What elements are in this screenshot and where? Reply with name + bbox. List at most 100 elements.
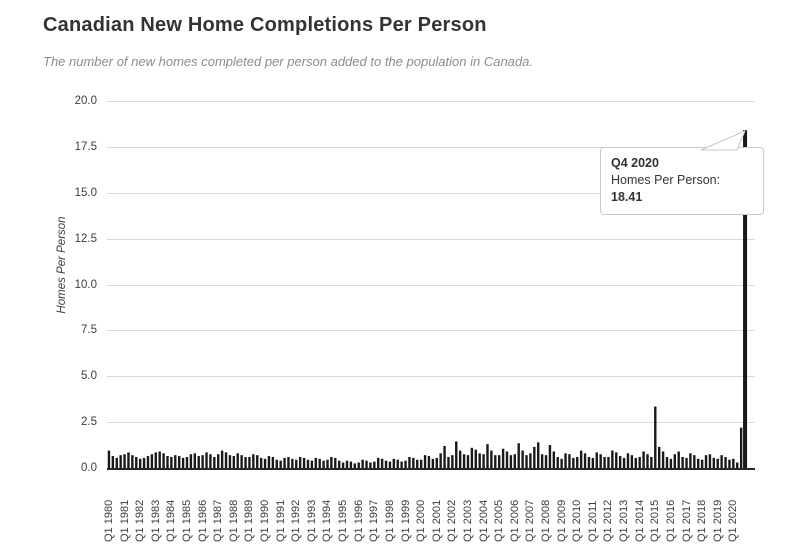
bar[interactable] [517, 443, 520, 468]
bar[interactable] [131, 455, 134, 468]
bar[interactable] [650, 456, 653, 468]
bar[interactable] [451, 455, 454, 468]
bar[interactable] [739, 427, 743, 468]
bar[interactable] [244, 456, 247, 468]
bar[interactable] [634, 457, 637, 468]
bar[interactable] [310, 460, 314, 468]
bar[interactable] [435, 457, 438, 468]
bar[interactable] [595, 452, 598, 468]
bar[interactable] [529, 453, 532, 468]
bar[interactable] [341, 462, 345, 469]
bar[interactable] [259, 457, 263, 468]
bar[interactable] [443, 445, 446, 468]
bar[interactable] [544, 455, 548, 468]
bar[interactable] [279, 460, 282, 468]
bar[interactable] [552, 451, 556, 468]
bar[interactable] [618, 456, 622, 468]
bar[interactable] [576, 456, 579, 468]
bar[interactable] [478, 453, 481, 468]
bar[interactable] [732, 458, 735, 468]
bar[interactable] [115, 457, 118, 468]
bar[interactable] [209, 454, 212, 468]
bar[interactable] [373, 461, 376, 468]
bar[interactable] [548, 445, 552, 468]
bar[interactable] [591, 457, 595, 468]
bar[interactable] [228, 455, 232, 468]
bar[interactable] [513, 454, 516, 468]
bar[interactable] [298, 456, 302, 468]
bar[interactable] [158, 451, 161, 468]
bar[interactable] [181, 457, 185, 468]
bar[interactable] [349, 461, 353, 468]
bar[interactable] [419, 459, 423, 468]
bar[interactable] [630, 455, 634, 468]
bar[interactable] [388, 461, 392, 468]
bar[interactable] [275, 459, 278, 468]
bar[interactable] [681, 456, 684, 468]
bar[interactable] [361, 459, 364, 468]
bar[interactable] [205, 452, 208, 468]
bar[interactable] [326, 459, 329, 468]
bar[interactable] [369, 462, 372, 469]
bar[interactable] [224, 452, 228, 468]
bar[interactable] [146, 456, 150, 468]
bar[interactable] [521, 450, 524, 468]
bar[interactable] [314, 457, 317, 468]
bar[interactable] [295, 459, 298, 468]
bar[interactable] [322, 460, 325, 468]
bar[interactable] [220, 450, 224, 468]
bar[interactable] [217, 454, 220, 468]
bar[interactable] [564, 453, 567, 468]
bar[interactable] [263, 458, 267, 468]
bar[interactable] [283, 457, 286, 468]
bar[interactable] [743, 130, 748, 468]
bar[interactable] [603, 456, 606, 468]
bar[interactable] [416, 459, 419, 468]
bar[interactable] [232, 456, 236, 468]
bar[interactable] [396, 459, 399, 468]
bar[interactable] [248, 456, 251, 468]
bar[interactable] [622, 457, 626, 468]
bar[interactable] [330, 456, 333, 468]
bar[interactable] [150, 454, 154, 468]
bar[interactable] [107, 450, 111, 468]
bar[interactable] [537, 442, 540, 468]
bar[interactable] [197, 456, 200, 468]
bar[interactable] [334, 457, 337, 468]
bar[interactable] [154, 452, 157, 468]
bar[interactable] [685, 457, 688, 468]
bar[interactable] [490, 450, 493, 468]
bar[interactable] [123, 454, 126, 468]
bar[interactable] [353, 463, 356, 468]
bar[interactable] [267, 456, 271, 468]
bar[interactable] [661, 451, 665, 468]
bar[interactable] [380, 458, 384, 468]
bar[interactable] [583, 453, 587, 468]
bar[interactable] [431, 458, 435, 468]
bar[interactable] [458, 450, 462, 468]
bar[interactable] [611, 450, 614, 468]
bar[interactable] [607, 456, 610, 468]
bar[interactable] [404, 460, 407, 468]
bar[interactable] [412, 457, 415, 468]
bar[interactable] [638, 456, 641, 468]
bar[interactable] [306, 459, 310, 468]
bar[interactable] [700, 459, 704, 468]
bar[interactable] [291, 458, 294, 468]
bar[interactable] [166, 456, 169, 468]
bar[interactable] [677, 451, 680, 468]
bar[interactable] [704, 455, 708, 468]
bar[interactable] [689, 453, 692, 468]
bar[interactable] [669, 458, 673, 468]
bar[interactable] [533, 446, 536, 468]
bar[interactable] [720, 455, 723, 468]
bar[interactable] [400, 461, 403, 468]
bar[interactable] [240, 455, 243, 468]
bar[interactable] [135, 456, 138, 468]
bar[interactable] [509, 455, 513, 468]
bar[interactable] [599, 454, 602, 468]
bar[interactable] [498, 455, 501, 468]
bar[interactable] [318, 458, 321, 468]
bar[interactable] [540, 454, 544, 468]
bar[interactable] [736, 462, 739, 469]
